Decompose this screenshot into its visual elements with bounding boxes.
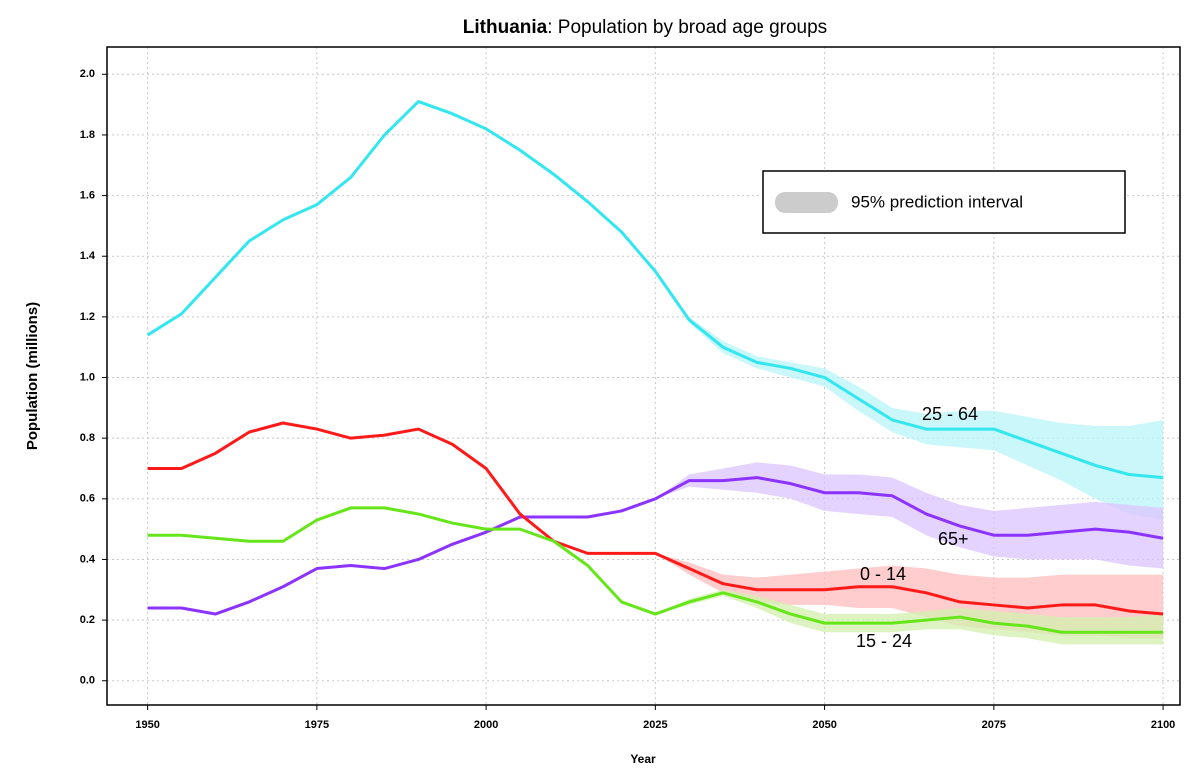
x-axis-label: Year — [630, 752, 656, 766]
y-axis-label: Population (millions) — [24, 302, 41, 450]
title-text: : Population by broad age groups — [547, 17, 827, 38]
plot-area — [107, 47, 1180, 705]
x-tick-label: 2075 — [982, 719, 1006, 731]
series-line — [147, 421, 1164, 616]
series-label: 15 - 24 — [856, 631, 912, 651]
y-tick-label: 1.2 — [80, 311, 95, 323]
chart-title: Lithuania: Population by broad age group… — [463, 17, 827, 38]
legend-label: 95% prediction interval — [851, 192, 1023, 211]
x-tick-label: 2100 — [1151, 719, 1175, 731]
x-tick-label: 2000 — [474, 719, 498, 731]
legend: 95% prediction interval — [762, 170, 1126, 234]
y-tick-label: 1.0 — [80, 371, 95, 383]
x-tick-label: 2050 — [812, 719, 836, 731]
series-label: 65+ — [938, 529, 969, 549]
x-tick-label: 1950 — [135, 719, 159, 731]
plot-border — [106, 46, 1181, 706]
y-tick-label: 0.2 — [80, 614, 95, 626]
title-country: Lithuania — [463, 17, 548, 38]
y-tick-label: 2.0 — [80, 68, 95, 80]
y-tick-label: 0.0 — [80, 675, 95, 687]
y-tick-label: 1.6 — [80, 189, 95, 201]
y-tick-label: 0.8 — [80, 432, 95, 444]
prediction-band — [655, 589, 1164, 645]
series-label: 25 - 64 — [922, 404, 978, 424]
series-line — [146, 100, 1164, 480]
y-tick-label: 0.6 — [80, 493, 95, 505]
prediction-band — [655, 271, 1164, 521]
y-tick-label: 0.4 — [80, 553, 96, 565]
series-line — [147, 506, 1164, 634]
x-tick-label: 1975 — [305, 719, 329, 731]
y-tick-label: 1.4 — [80, 250, 96, 262]
series-label: 0 - 14 — [860, 564, 906, 584]
series-line — [147, 476, 1164, 616]
x-tick-label: 2025 — [643, 719, 667, 731]
legend-swatch — [775, 192, 838, 213]
y-tick-label: 1.8 — [80, 129, 95, 141]
prediction-band — [655, 462, 1164, 569]
